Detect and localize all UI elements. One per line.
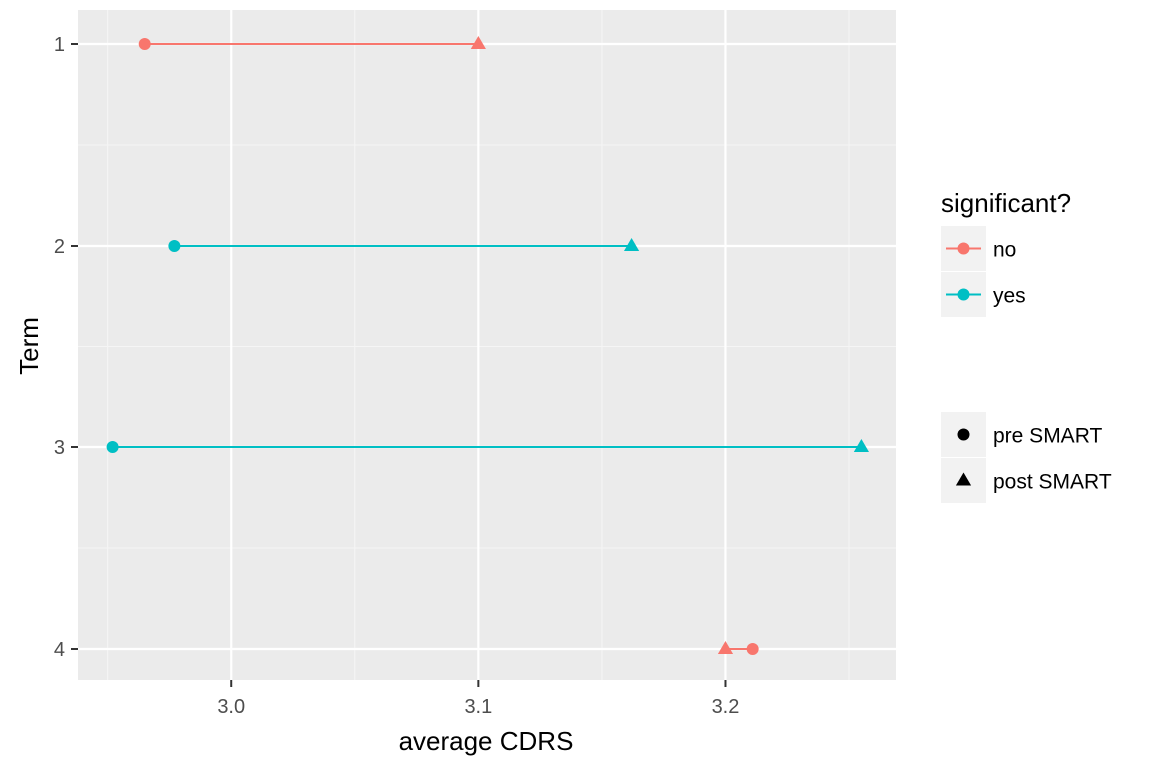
legend-key-point: [957, 288, 970, 301]
y-axis-title: Term: [14, 317, 44, 375]
legend-label-shape: pre SMART: [993, 425, 1102, 448]
legend: significant? no yes pre SMART post SMART: [941, 188, 1112, 503]
pre-smart-point: [168, 240, 181, 252]
plot-panel: [78, 10, 896, 680]
data-marks: [106, 36, 870, 655]
post-smart-point: [470, 36, 486, 49]
post-smart-point: [623, 238, 640, 251]
x-tick-label: 3.0: [217, 696, 245, 718]
legend-label-no: no: [993, 239, 1016, 262]
pre-smart-point: [746, 643, 759, 655]
x-tick-label: 3.1: [464, 696, 492, 718]
post-smart-point: [717, 641, 734, 654]
pre-smart-point: [106, 441, 119, 453]
legend-label-yes: yes: [993, 285, 1026, 308]
x-axis-title: average CDRS: [399, 726, 574, 756]
plot-background: [78, 10, 896, 680]
y-tick-label: 1: [54, 34, 65, 56]
y-tick-label: 4: [54, 639, 65, 661]
x-tick-label: 3.2: [712, 696, 740, 718]
axes: average CDRS Term 3.0 3.1 3.2 1 2 3 4: [14, 34, 739, 756]
y-tick-label: 2: [54, 236, 65, 258]
triangle-icon: [955, 472, 972, 486]
circle-icon: [957, 428, 970, 441]
pre-smart-point: [138, 38, 151, 50]
color-legend-title: significant?: [941, 188, 1071, 218]
y-tick-label: 3: [54, 437, 65, 459]
legend-key-point: [957, 242, 970, 255]
legend-label-shape: post SMART: [993, 471, 1112, 494]
post-smart-point: [853, 439, 870, 452]
